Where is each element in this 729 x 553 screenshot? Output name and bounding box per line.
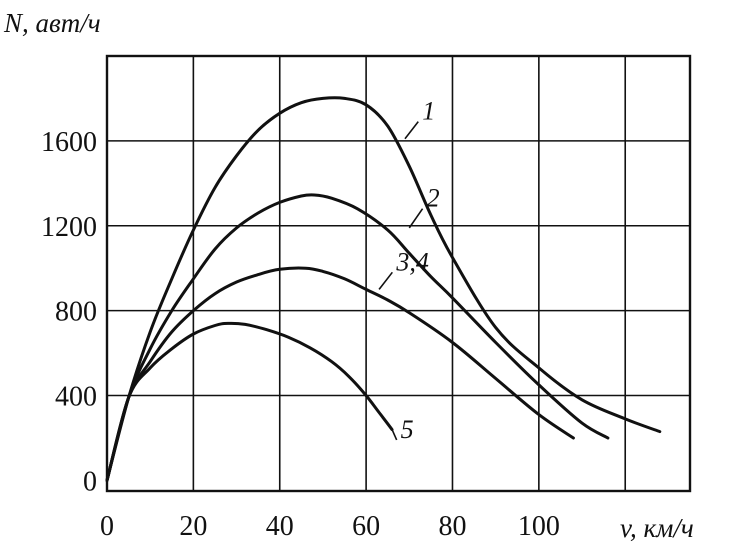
- y-tick-label: 800: [55, 297, 97, 328]
- tick-labels: 0 20 40 60 80 100 0 400 800 1200 1600: [41, 127, 560, 542]
- x-tick-label: 20: [179, 511, 207, 542]
- curve-label-leader-4: [391, 429, 398, 441]
- curve-label-leader-1: [404, 121, 419, 140]
- y-tick-label: 1200: [41, 212, 97, 243]
- curve-label-leader-2: [408, 208, 424, 229]
- y-tick-label: 400: [55, 382, 97, 413]
- series-line-4: [105, 321, 394, 482]
- series-line-1: [105, 96, 662, 482]
- series-curves: [105, 96, 662, 482]
- x-tick-label: 100: [518, 511, 560, 542]
- x-tick-label: 0: [100, 511, 114, 542]
- y-tick-label: 0: [83, 466, 97, 497]
- x-tick-label: 60: [352, 511, 380, 542]
- x-tick-label: 40: [266, 511, 294, 542]
- series-line-2: [105, 193, 610, 482]
- curve-label-4: 5: [401, 415, 414, 444]
- grid-lines: [107, 56, 690, 491]
- curve-label-leader-3: [378, 271, 393, 290]
- curve-labels: 123,45: [378, 97, 440, 444]
- series-line-3: [105, 266, 575, 482]
- y-tick-label: 1600: [41, 127, 97, 158]
- curve-label-2: 2: [427, 184, 440, 213]
- x-axis-title: v, км/ч: [620, 513, 694, 543]
- curve-label-3: 3,4: [395, 247, 429, 276]
- y-axis-title: N, авт/ч: [3, 8, 101, 38]
- plot-frame: [105, 54, 692, 493]
- x-tick-label: 80: [438, 511, 466, 542]
- curve-label-1: 1: [422, 97, 435, 126]
